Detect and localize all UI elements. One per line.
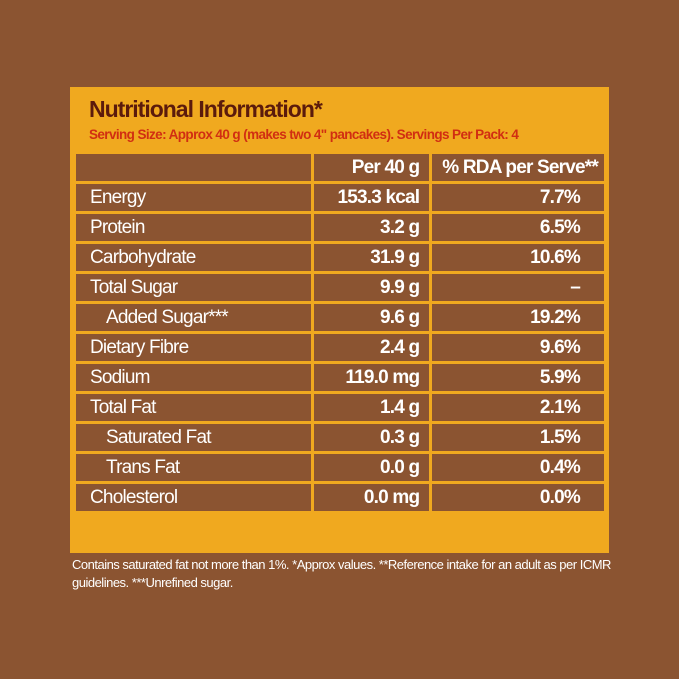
- nutrient-label: Trans Fat: [73, 451, 314, 484]
- nutrient-label: Energy: [73, 181, 314, 214]
- nutrient-value: 153.3 kcal: [310, 181, 433, 214]
- nutrient-rda: 9.6%: [429, 331, 607, 364]
- table-row: Cholesterol 0.0 mg 0.0%: [73, 481, 607, 514]
- nutrient-value: 0.3 g: [310, 421, 433, 454]
- table-row: Saturated Fat 0.3 g 1.5%: [73, 421, 607, 454]
- nutrient-label: Cholesterol: [73, 481, 314, 514]
- table-row: Added Sugar*** 9.6 g 19.2%: [73, 301, 607, 334]
- nutrient-value: 2.4 g: [310, 331, 433, 364]
- nutrient-rda: 10.6%: [429, 241, 607, 274]
- nutrient-rda: 7.7%: [429, 181, 607, 214]
- nutrient-value: 0.0 g: [310, 451, 433, 484]
- table-header-row: Per 40 g % RDA per Serve**: [73, 151, 607, 184]
- header-rda: % RDA per Serve**: [429, 151, 607, 184]
- header-per-40g: Per 40 g: [310, 151, 433, 184]
- nutrient-value: 1.4 g: [310, 391, 433, 424]
- nutrient-value: 31.9 g: [310, 241, 433, 274]
- nutrient-label: Saturated Fat: [73, 421, 314, 454]
- nutrient-label: Total Fat: [73, 391, 314, 424]
- nutrient-rda: 1.5%: [429, 421, 607, 454]
- nutrient-rda: 0.4%: [429, 451, 607, 484]
- nutrient-rda: 19.2%: [429, 301, 607, 334]
- nutrient-label: Added Sugar***: [73, 301, 314, 334]
- table-row: Trans Fat 0.0 g 0.4%: [73, 451, 607, 484]
- table-row: Dietary Fibre 2.4 g 9.6%: [73, 331, 607, 364]
- nutrient-rda: 0.0%: [429, 481, 607, 514]
- nutrient-value: 0.0 mg: [310, 481, 433, 514]
- nutrient-rda: 2.1%: [429, 391, 607, 424]
- table-row: Energy 153.3 kcal 7.7%: [73, 181, 607, 214]
- nutrient-label: Sodium: [73, 361, 314, 394]
- table-row: Protein 3.2 g 6.5%: [73, 211, 607, 244]
- table-row: Sodium 119.0 mg 5.9%: [73, 361, 607, 394]
- nutrient-rda: –: [429, 271, 607, 304]
- panel-title: Nutritional Information*: [89, 96, 323, 122]
- footnote: Contains saturated fat not more than 1%.…: [72, 557, 611, 590]
- nutrient-label: Carbohydrate: [73, 241, 314, 274]
- serving-size: Serving Size: Approx 40 g (makes two 4" …: [89, 127, 519, 142]
- nutrient-value: 3.2 g: [310, 211, 433, 244]
- nutrient-label: Protein: [73, 211, 314, 244]
- nutrient-value: 9.9 g: [310, 271, 433, 304]
- nutrient-label: Total Sugar: [73, 271, 314, 304]
- nutrition-panel: Nutritional Information* Serving Size: A…: [70, 87, 609, 553]
- nutrient-label: Dietary Fibre: [73, 331, 314, 364]
- header-nutrient: [73, 151, 314, 184]
- nutrient-value: 9.6 g: [310, 301, 433, 334]
- nutrient-rda: 5.9%: [429, 361, 607, 394]
- table-row: Total Sugar 9.9 g –: [73, 271, 607, 304]
- nutrient-value: 119.0 mg: [310, 361, 433, 394]
- nutrition-table: Per 40 g % RDA per Serve** Energy 153.3 k…: [73, 151, 607, 514]
- nutrient-rda: 6.5%: [429, 211, 607, 244]
- table-row: Total Fat 1.4 g 2.1%: [73, 391, 607, 424]
- table-row: Carbohydrate 31.9 g 10.6%: [73, 241, 607, 274]
